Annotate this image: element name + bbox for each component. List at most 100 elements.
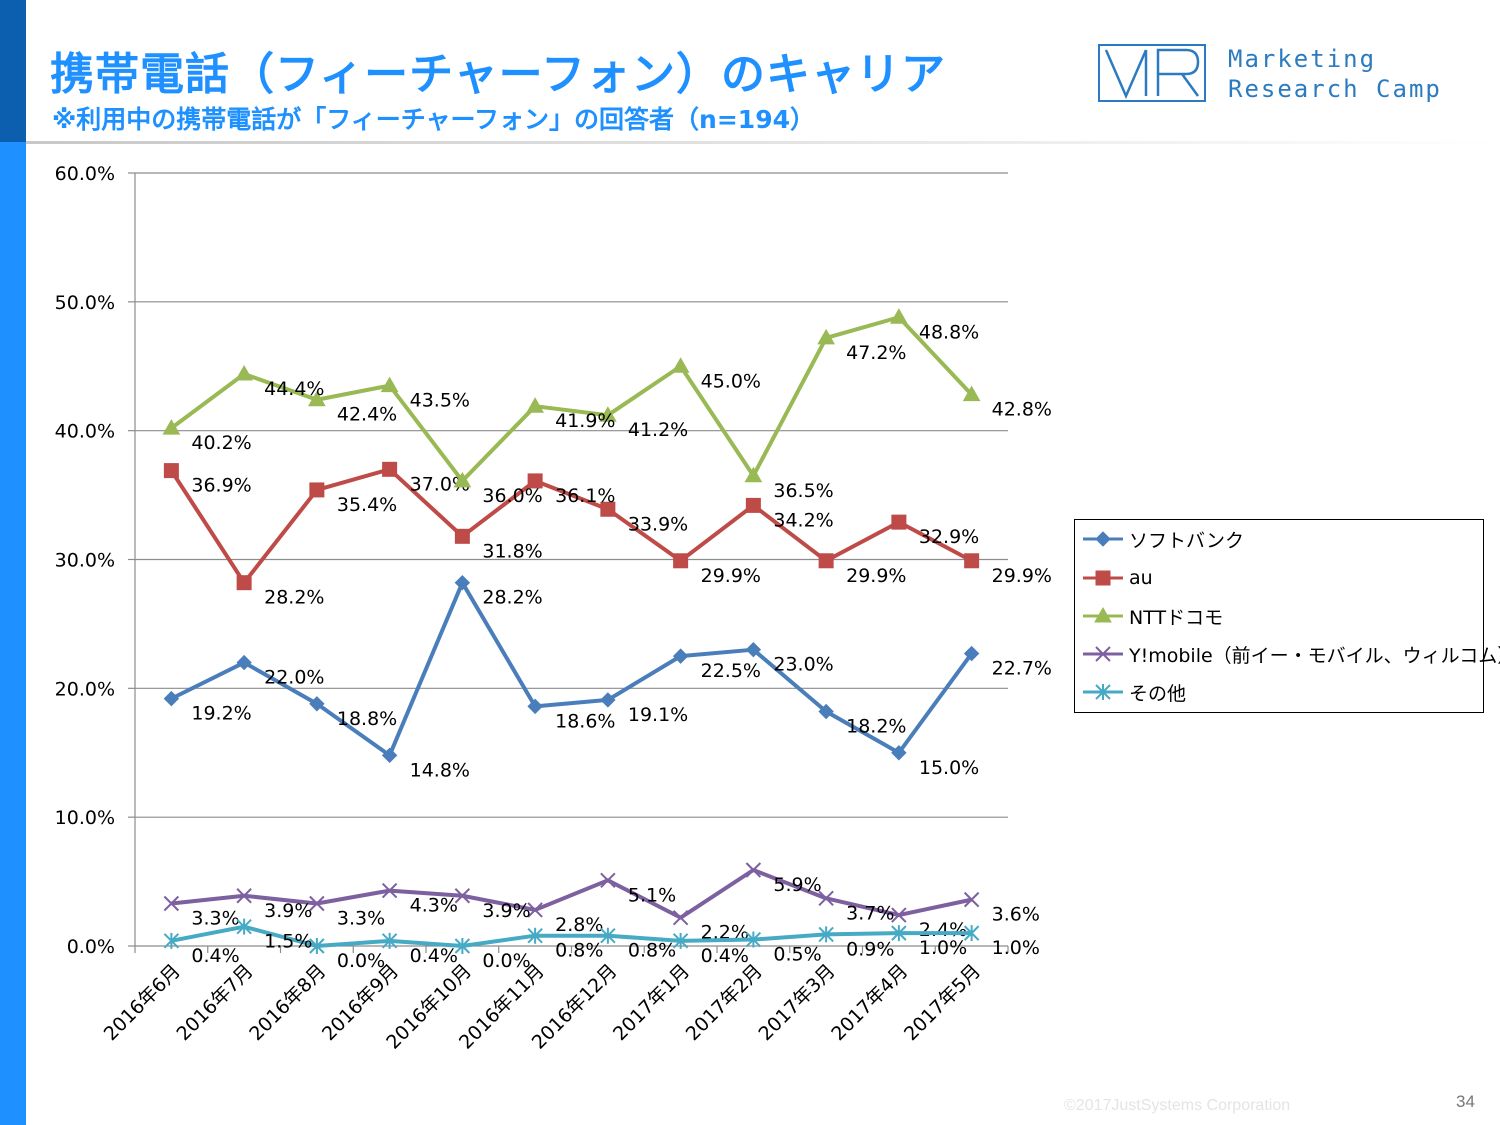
mrc-logo-icon bbox=[1098, 44, 1206, 102]
data-point-docomo bbox=[890, 308, 908, 324]
data-point-softbank bbox=[963, 645, 980, 662]
data-label-softbank: 14.8% bbox=[410, 759, 470, 781]
data-point-ymobile bbox=[163, 895, 180, 912]
data-label-docomo: 42.4% bbox=[337, 404, 397, 426]
logo-line-2: Research Camp bbox=[1228, 75, 1442, 103]
data-point-au bbox=[673, 553, 689, 569]
data-label-softbank: 19.1% bbox=[628, 704, 688, 726]
data-point-docomo bbox=[453, 471, 472, 488]
data-label-docomo: 44.4% bbox=[264, 378, 324, 400]
series-line-ymobile bbox=[171, 867, 973, 920]
data-point-au bbox=[818, 553, 834, 569]
data-label-softbank: 23.0% bbox=[773, 654, 833, 676]
legend-item-docomo: NTTドコモ bbox=[1081, 604, 1223, 629]
data-label-other: 1.5% bbox=[264, 931, 312, 953]
data-point-ymobile bbox=[454, 888, 471, 904]
data-point-docomo bbox=[235, 364, 253, 381]
series-line-softbank bbox=[170, 580, 974, 758]
legend-marker bbox=[1095, 531, 1111, 547]
legend-label-ymobile: Y!mobile（前イー・モバイル、ウィルコム） bbox=[1129, 644, 1500, 667]
data-point-softbank bbox=[891, 745, 907, 761]
line-chart: 0.0% 10.0% 20.0% 30.0% 40.0% 50.0% 60.0% 2016年6… bbox=[55, 163, 1052, 1054]
x-tick-label: 2017年3月 bbox=[754, 960, 839, 1045]
y-tick-label: 40.0% bbox=[55, 421, 115, 443]
series-softbank: 19.2% 22.0% 18.8% 14.8% 28.2% 18.6% 19.1% 22.5%… bbox=[163, 574, 1052, 781]
legend-marker bbox=[1095, 570, 1111, 586]
data-label-softbank: 18.8% bbox=[337, 708, 397, 730]
data-label-other: 1.0% bbox=[992, 937, 1040, 959]
legend-item-au: au bbox=[1081, 566, 1153, 590]
data-label-ymobile: 3.9% bbox=[264, 900, 312, 922]
data-label-ymobile: 5.1% bbox=[628, 884, 676, 906]
data-point-ymobile bbox=[600, 872, 616, 889]
data-point-other bbox=[381, 932, 398, 949]
data-label-softbank: 18.2% bbox=[846, 716, 906, 738]
side-accent-bar-top bbox=[0, 0, 26, 142]
data-label-docomo: 43.5% bbox=[410, 390, 470, 412]
legend-marker bbox=[1095, 684, 1111, 700]
logo-wordmark: Marketing Research Camp bbox=[1228, 44, 1442, 104]
x-tick-label: 2016年8月 bbox=[245, 960, 330, 1045]
data-label-ymobile: 5.9% bbox=[773, 874, 821, 896]
data-point-docomo bbox=[744, 466, 763, 483]
data-label-au: 34.2% bbox=[773, 509, 833, 531]
data-point-ymobile bbox=[527, 902, 543, 918]
data-point-other bbox=[236, 918, 252, 935]
data-label-ymobile: 3.3% bbox=[337, 907, 385, 929]
data-point-au bbox=[600, 501, 616, 517]
data-label-softbank: 22.0% bbox=[264, 667, 324, 689]
data-label-other: 0.4% bbox=[701, 945, 749, 967]
y-tick-label: 30.0% bbox=[55, 550, 115, 572]
data-label-au: 33.9% bbox=[628, 513, 688, 535]
data-label-ymobile: 3.6% bbox=[992, 904, 1040, 926]
y-tick-label: 10.0% bbox=[55, 807, 115, 829]
data-point-docomo bbox=[599, 406, 617, 422]
data-label-au: 37.0% bbox=[410, 473, 470, 495]
data-point-softbank bbox=[381, 747, 398, 764]
data-label-softbank: 22.5% bbox=[701, 660, 761, 682]
x-tick-label: 2017年2月 bbox=[682, 960, 767, 1045]
data-label-docomo: 45.0% bbox=[701, 370, 761, 392]
legend-other-icon bbox=[1083, 684, 1123, 700]
data-label-other: 0.9% bbox=[846, 938, 894, 960]
data-point-docomo bbox=[962, 385, 981, 402]
data-label-au: 29.9% bbox=[846, 565, 906, 587]
data-point-docomo bbox=[308, 390, 326, 407]
data-label-ymobile: 2.8% bbox=[555, 914, 603, 936]
legend-ymobile-icon bbox=[1083, 646, 1123, 662]
series-docomo: 40.2% 44.4% 42.4% 43.5% 36.0% 41.9% 41.2% 45.0%… bbox=[162, 308, 1052, 507]
legend-item-ymobile: Y!mobile（前イー・モバイル、ウィルコム） bbox=[1081, 642, 1500, 667]
series-line-au bbox=[169, 467, 973, 585]
legend-item-other: その他 bbox=[1081, 680, 1186, 705]
data-point-au bbox=[527, 473, 543, 489]
data-point-ymobile bbox=[963, 891, 980, 908]
data-point-au bbox=[891, 514, 907, 530]
data-point-docomo bbox=[162, 419, 181, 435]
data-label-other: 0.4% bbox=[410, 945, 458, 967]
data-point-other bbox=[745, 931, 762, 948]
data-label-other: 0.8% bbox=[628, 940, 676, 962]
data-label-au: 36.9% bbox=[191, 475, 251, 497]
data-point-other bbox=[891, 925, 907, 942]
data-label-docomo: 42.8% bbox=[992, 399, 1052, 421]
series-other: 0.4% 1.5% 0.0% 0.4% 0.0% 0.8% 0.8% 0.4% 0.5% 0.9%… bbox=[163, 918, 1040, 972]
data-point-other bbox=[309, 938, 325, 954]
data-label-other: 0.8% bbox=[555, 940, 603, 962]
data-label-au: 35.4% bbox=[337, 494, 397, 516]
data-point-au bbox=[454, 528, 470, 544]
data-point-au bbox=[309, 482, 325, 498]
data-label-ymobile: 3.7% bbox=[846, 902, 894, 924]
data-label-softbank: 15.0% bbox=[919, 757, 979, 779]
copyright-text: ©2017JustSystems Corporation bbox=[1064, 1097, 1291, 1114]
data-label-docomo: 48.8% bbox=[919, 321, 979, 343]
legend-au-icon bbox=[1083, 570, 1123, 586]
data-point-docomo bbox=[817, 328, 835, 345]
slide-subtitle: ※利用中の携帯電話が「フィーチャーフォン」の回答者（n=194） bbox=[52, 105, 815, 134]
data-label-softbank: 19.2% bbox=[191, 703, 251, 725]
data-point-ymobile bbox=[381, 882, 398, 899]
y-tick-label: 50.0% bbox=[55, 292, 115, 314]
data-point-au bbox=[382, 461, 398, 477]
data-point-other bbox=[454, 938, 471, 954]
legend-marker bbox=[1095, 646, 1111, 662]
data-point-ymobile bbox=[745, 862, 762, 878]
